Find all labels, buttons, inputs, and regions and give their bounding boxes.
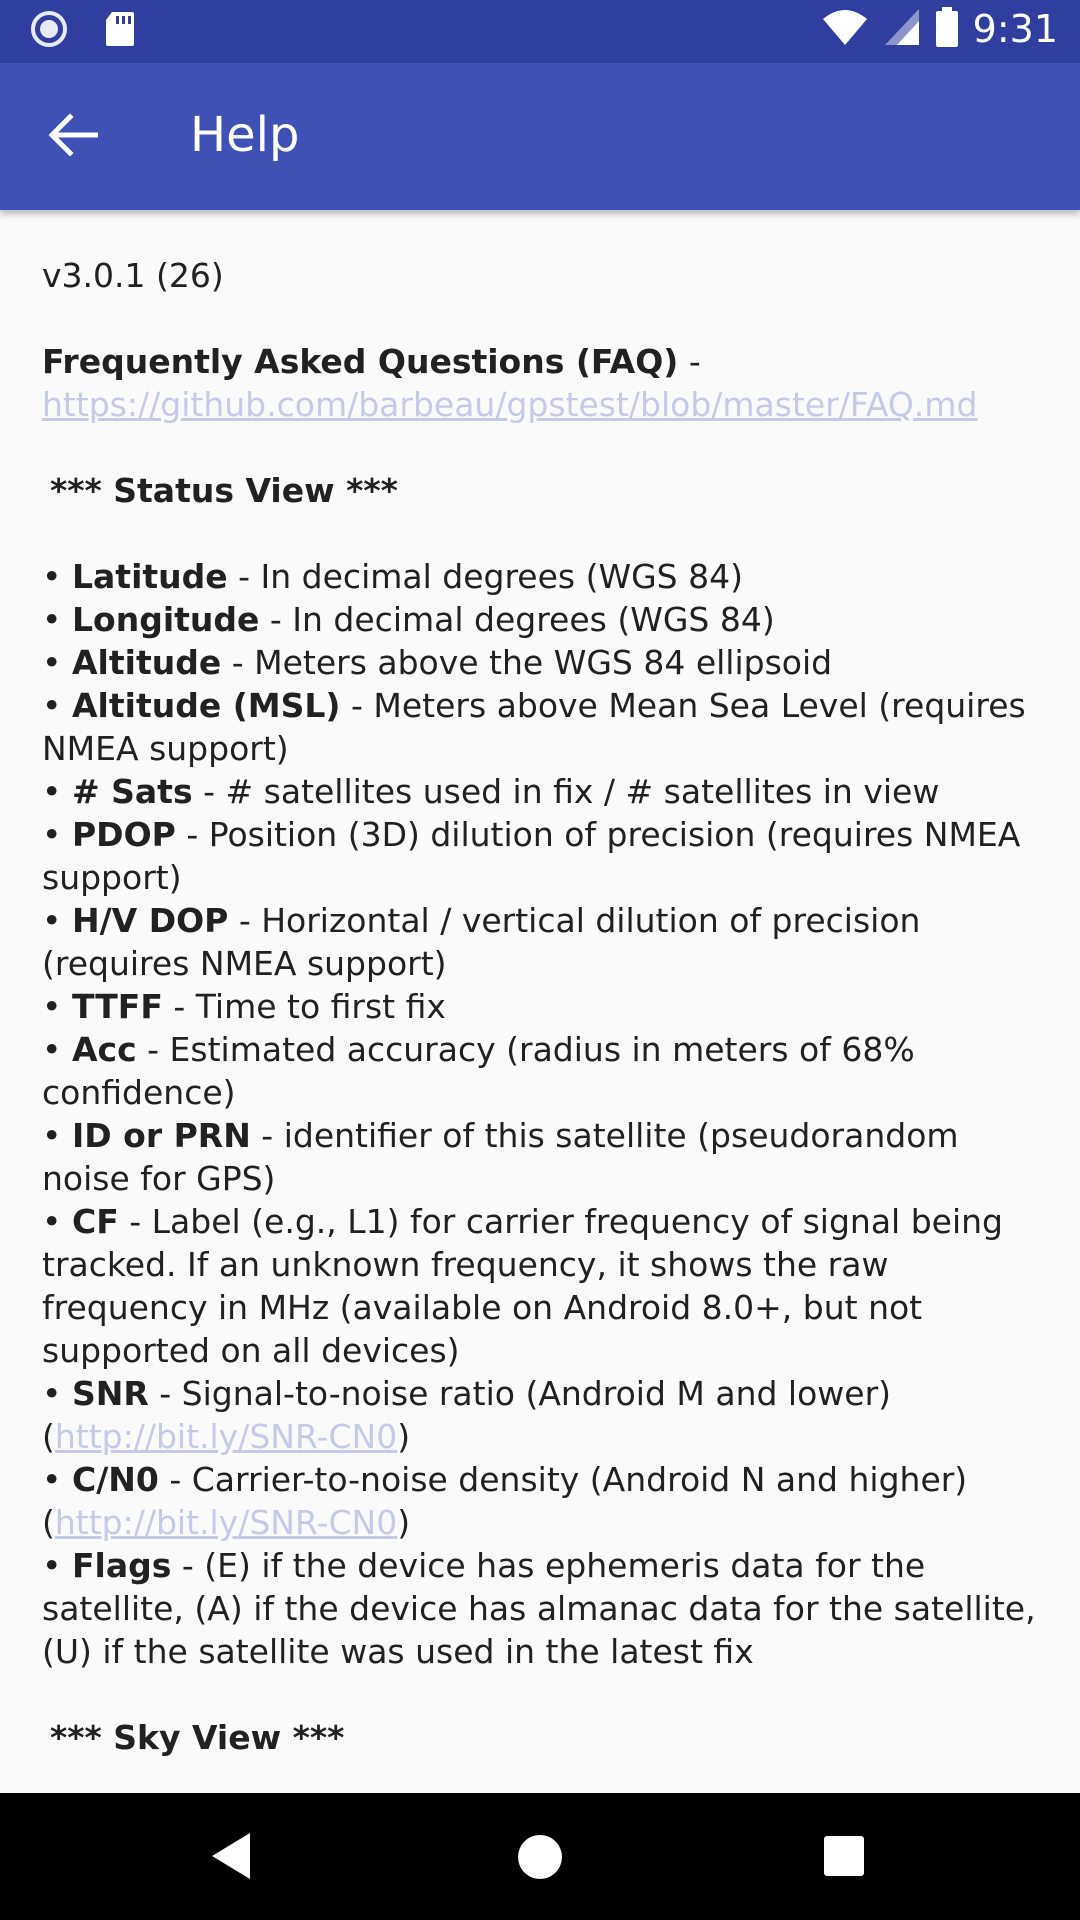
help-item-description: - Signal-to-noise ratio (Android M and l…: [42, 1374, 892, 1456]
bullet: •: [42, 901, 62, 940]
status-view-heading: *** Status View ***: [50, 471, 398, 510]
bullet: •: [42, 1202, 62, 1241]
help-item-term: Acc: [72, 1030, 137, 1069]
help-item: • ID or PRN - identifier of this satellit…: [42, 1114, 1042, 1200]
help-item: • SNR - Signal-to-noise ratio (Android M …: [42, 1372, 1042, 1458]
help-item: • Acc - Estimated accuracy (radius in met…: [42, 1028, 1042, 1114]
bullet: •: [42, 686, 62, 725]
status-time: 9:31: [972, 7, 1058, 51]
bullet: •: [42, 1030, 62, 1069]
sd-card-icon: [104, 10, 136, 52]
help-item: • Altitude (MSL) - Meters above Mean Sea …: [42, 684, 1042, 770]
help-item-term: Flags: [72, 1546, 172, 1585]
nav-home-icon[interactable]: [518, 1835, 562, 1879]
help-item-description: - Position (3D) dilution of precision (r…: [42, 815, 1021, 897]
help-item-description: - Meters above the WGS 84 ellipsoid: [221, 643, 833, 682]
battery-icon: [935, 6, 959, 52]
faq-separator: -: [678, 342, 701, 381]
help-item: • # Sats - # satellites used in fix / # s…: [42, 770, 1042, 813]
help-item-term: Altitude: [72, 643, 222, 682]
help-item-description: - # satellites used in fix / # satellite…: [192, 772, 940, 811]
help-item-description: - Label (e.g., L1) for carrier frequency…: [42, 1202, 1003, 1370]
help-item: • PDOP - Position (3D) dilution of precis…: [42, 813, 1042, 899]
help-item-term: Latitude: [72, 557, 228, 596]
wifi-icon: [821, 7, 869, 51]
help-item-link[interactable]: http://bit.ly/SNR-CN0: [54, 1417, 398, 1456]
help-item: • C/N0 - Carrier-to-noise density (Androi…: [42, 1458, 1042, 1544]
help-item-description: - In decimal degrees (WGS 84): [259, 600, 775, 639]
help-item-description: - In decimal degrees (WGS 84): [227, 557, 743, 596]
help-item: • Longitude - In decimal degrees (WGS 84): [42, 598, 1042, 641]
help-item: • Altitude - Meters above the WGS 84 elli…: [42, 641, 1042, 684]
back-button[interactable]: [40, 104, 106, 170]
help-item-term: H/V DOP: [72, 901, 229, 940]
bullet: •: [42, 1374, 62, 1413]
help-item-description: - (E) if the device has ephemeris data f…: [42, 1546, 1036, 1671]
bullet: •: [42, 600, 62, 639]
help-item-description: - Carrier-to-noise density (Android N an…: [42, 1460, 968, 1542]
help-item-term: C/N0: [72, 1460, 159, 1499]
faq-line-2: https://github.com/barbeau/gpstest/blob/…: [42, 383, 1042, 426]
nav-recents-icon[interactable]: [824, 1836, 864, 1876]
bullet: •: [42, 643, 62, 682]
help-item-description: - Estimated accuracy (radius in meters o…: [42, 1030, 915, 1112]
help-text: v3.0.1 (26) Frequently Asked Questions (…: [42, 254, 1042, 1759]
help-item-list: • Latitude - In decimal degrees (WGS 84) •…: [42, 555, 1042, 1673]
app-bar: Help: [0, 63, 1080, 210]
nav-back-icon[interactable]: [210, 1831, 252, 1885]
help-item: • CF - Label (e.g., L1) for carrier frequ…: [42, 1200, 1042, 1372]
help-item-link[interactable]: http://bit.ly/SNR-CN0: [54, 1503, 398, 1542]
bullet: •: [42, 1460, 62, 1499]
help-item-description: - identifier of this satellite (pseudora…: [42, 1116, 959, 1198]
help-item-description: - Meters above Mean Sea Level (requires …: [42, 686, 1026, 768]
help-item-term: SNR: [72, 1374, 149, 1413]
help-item-description: - Horizontal / vertical dilution of prec…: [42, 901, 921, 983]
page-title: Help: [190, 107, 300, 163]
help-item-suffix: ): [397, 1503, 411, 1542]
status-bar: 9:31: [0, 0, 1080, 63]
bullet: •: [42, 557, 62, 596]
help-content[interactable]: v3.0.1 (26) Frequently Asked Questions (…: [0, 210, 1080, 1793]
bullet: •: [42, 815, 62, 854]
faq-title: Frequently Asked Questions (FAQ): [42, 342, 679, 381]
bullet: •: [42, 1546, 62, 1585]
help-item-term: TTFF: [72, 987, 163, 1026]
navigation-bar: [0, 1793, 1080, 1920]
help-item-term: PDOP: [72, 815, 176, 854]
help-item-description: - Time to first fix: [162, 987, 446, 1026]
help-item-term: Altitude (MSL): [72, 686, 341, 725]
faq-line: Frequently Asked Questions (FAQ) -: [42, 340, 1042, 383]
faq-link[interactable]: https://github.com/barbeau/gpstest/blob/…: [42, 385, 978, 424]
help-item-term: # Sats: [72, 772, 193, 811]
arrow-back-icon: [48, 113, 99, 161]
help-item-term: CF: [72, 1202, 119, 1241]
help-item-term: ID or PRN: [72, 1116, 251, 1155]
help-item-suffix: ): [397, 1417, 411, 1456]
bullet: •: [42, 987, 62, 1026]
record-icon: [30, 10, 68, 52]
help-item: • H/V DOP - Horizontal / vertical dilutio…: [42, 899, 1042, 985]
help-item-term: Longitude: [72, 600, 260, 639]
sky-view-heading: *** Sky View ***: [50, 1718, 345, 1757]
signal-icon: [883, 7, 921, 51]
help-item: • Flags - (E) if the device has ephemeris…: [42, 1544, 1042, 1673]
bullet: •: [42, 1116, 62, 1155]
version-text: v3.0.1 (26): [42, 256, 224, 295]
bullet: •: [42, 772, 62, 811]
help-item: • TTFF - Time to first fix: [42, 985, 1042, 1028]
help-item: • Latitude - In decimal degrees (WGS 84): [42, 555, 1042, 598]
